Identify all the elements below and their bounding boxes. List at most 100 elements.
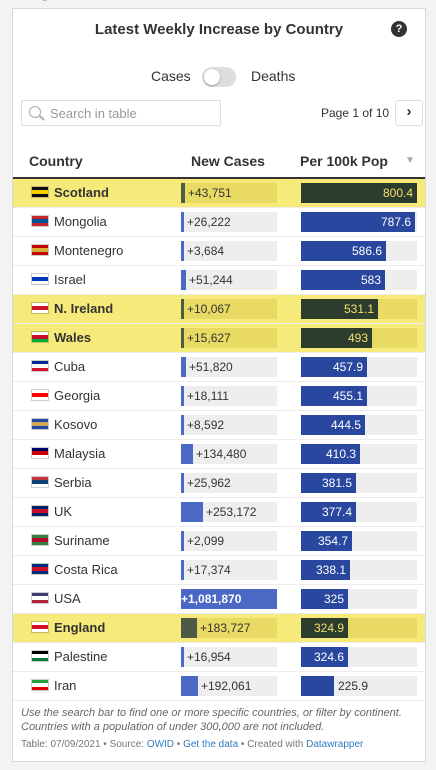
search-box xyxy=(21,100,221,126)
toggle-switch[interactable] xyxy=(202,67,236,87)
country-name: Montenegro xyxy=(54,243,124,258)
new-cases-bar xyxy=(181,676,198,696)
new-cases-value: +43,751 xyxy=(188,186,232,200)
table-row: Iran +192,061 225.9 xyxy=(13,672,425,701)
country-name: Wales xyxy=(54,330,92,345)
per-100k-value: 457.9 xyxy=(332,360,363,374)
country-name: Palestine xyxy=(54,649,108,664)
country-name: Scotland xyxy=(54,185,109,200)
country-flag-icon xyxy=(31,476,49,488)
help-icon[interactable]: ? xyxy=(391,21,407,37)
column-header-per-100k[interactable]: Per 100k Pop xyxy=(300,153,388,169)
country-flag-icon xyxy=(31,563,49,575)
table-header: Country New Cases Per 100k Pop ▼ xyxy=(13,153,425,179)
per-100k-cell: 325 xyxy=(301,589,417,609)
new-cases-cell: +18,111 xyxy=(181,386,277,406)
per-100k-value: 381.5 xyxy=(321,476,352,490)
per-100k-bar xyxy=(301,183,417,203)
table-row: UK +253,172 377.4 xyxy=(13,498,425,527)
country-name: N. Ireland xyxy=(54,301,114,316)
new-cases-value: +15,627 xyxy=(187,331,231,345)
get-data-link[interactable]: Get the data xyxy=(183,739,239,750)
mouse-cursor-icon xyxy=(42,0,47,1)
toggle-label-deaths[interactable]: Deaths xyxy=(251,68,296,84)
table-footer: Table: 07/09/2021 • Source: OWID • Get t… xyxy=(21,739,419,750)
per-100k-bar xyxy=(301,531,352,551)
column-header-new-cases[interactable]: New Cases xyxy=(191,153,265,169)
new-cases-value: +253,172 xyxy=(206,505,257,519)
per-100k-cell: 493 xyxy=(301,328,417,348)
country-flag-icon xyxy=(31,418,49,430)
new-cases-bar xyxy=(181,415,184,435)
new-cases-value: +2,099 xyxy=(187,534,225,548)
country-flag-icon xyxy=(31,302,49,314)
new-cases-cell: +1,081,870 xyxy=(181,589,277,609)
new-cases-cell: +43,751 xyxy=(181,183,277,203)
per-100k-cell: 531.1 xyxy=(301,299,417,319)
per-100k-cell: 225.9 xyxy=(301,676,417,696)
per-100k-cell: 787.6 xyxy=(301,212,417,232)
toggle-label-cases[interactable]: Cases xyxy=(151,68,191,84)
table-row: Mongolia +26,222 787.6 xyxy=(13,208,425,237)
per-100k-cell: 381.5 xyxy=(301,473,417,493)
new-cases-value: +25,962 xyxy=(187,476,231,490)
per-100k-cell: 410.3 xyxy=(301,444,417,464)
new-cases-value: +26,222 xyxy=(187,215,231,229)
country-flag-icon xyxy=(31,215,49,227)
per-100k-cell: 324.9 xyxy=(301,618,417,638)
per-100k-bar xyxy=(301,270,385,290)
footer-table-label: Table: 07/09/2021 • Source: xyxy=(21,739,147,750)
table-notes: Use the search bar to find one or more s… xyxy=(21,707,402,733)
per-100k-bar xyxy=(301,386,367,406)
column-header-country[interactable]: Country xyxy=(29,153,83,169)
new-cases-bar xyxy=(181,183,185,203)
country-flag-icon xyxy=(31,186,49,198)
new-cases-bar xyxy=(181,473,184,493)
new-cases-cell: +25,962 xyxy=(181,473,277,493)
per-100k-bar xyxy=(301,444,360,464)
country-flag-icon xyxy=(31,447,49,459)
per-100k-bar xyxy=(301,415,365,435)
country-name: USA xyxy=(54,591,81,606)
country-name: Suriname xyxy=(54,533,110,548)
country-name: Serbia xyxy=(54,475,92,490)
per-100k-cell: 354.7 xyxy=(301,531,417,551)
new-cases-bar xyxy=(181,241,184,261)
per-100k-cell: 444.5 xyxy=(301,415,417,435)
new-cases-value: +183,727 xyxy=(200,621,251,635)
country-flag-icon xyxy=(31,389,49,401)
country-name: Iran xyxy=(54,678,77,693)
table-row: Scotland +43,751 800.4 xyxy=(13,179,425,208)
new-cases-bar xyxy=(181,560,184,580)
per-100k-bar xyxy=(301,473,356,493)
new-cases-value: +51,820 xyxy=(189,360,233,374)
country-name: Israel xyxy=(54,272,86,287)
per-100k-value: 531.1 xyxy=(343,302,374,316)
next-page-button[interactable]: › xyxy=(395,100,423,126)
source-link[interactable]: OWID xyxy=(146,739,175,750)
country-name: Costa Rica xyxy=(54,562,118,577)
toggle-knob xyxy=(204,69,220,85)
per-100k-cell: 455.1 xyxy=(301,386,417,406)
per-100k-bar xyxy=(301,241,386,261)
per-100k-value: 583 xyxy=(360,273,381,287)
new-cases-value: +3,684 xyxy=(187,244,225,258)
per-100k-value: 444.5 xyxy=(330,418,361,432)
per-100k-value: 338.1 xyxy=(315,563,346,577)
search-input[interactable] xyxy=(48,103,216,123)
new-cases-cell: +16,954 xyxy=(181,647,277,667)
country-name: England xyxy=(54,620,106,635)
new-cases-value: +51,244 xyxy=(189,273,233,287)
sort-descending-icon[interactable]: ▼ xyxy=(405,155,415,166)
country-name: UK xyxy=(54,504,73,519)
per-100k-value: 455.1 xyxy=(332,389,363,403)
datawrapper-link[interactable]: Datawrapper xyxy=(306,739,364,750)
per-100k-cell: 457.9 xyxy=(301,357,417,377)
table-row: Kosovo +8,592 444.5 xyxy=(13,411,425,440)
country-flag-icon xyxy=(31,534,49,546)
new-cases-bar xyxy=(181,357,186,377)
table-row: England +183,727 324.9 xyxy=(13,614,425,643)
pagination-label: Page 1 of 10 xyxy=(321,106,390,120)
per-100k-value: 787.6 xyxy=(380,215,411,229)
per-100k-value: 493 xyxy=(347,331,368,345)
